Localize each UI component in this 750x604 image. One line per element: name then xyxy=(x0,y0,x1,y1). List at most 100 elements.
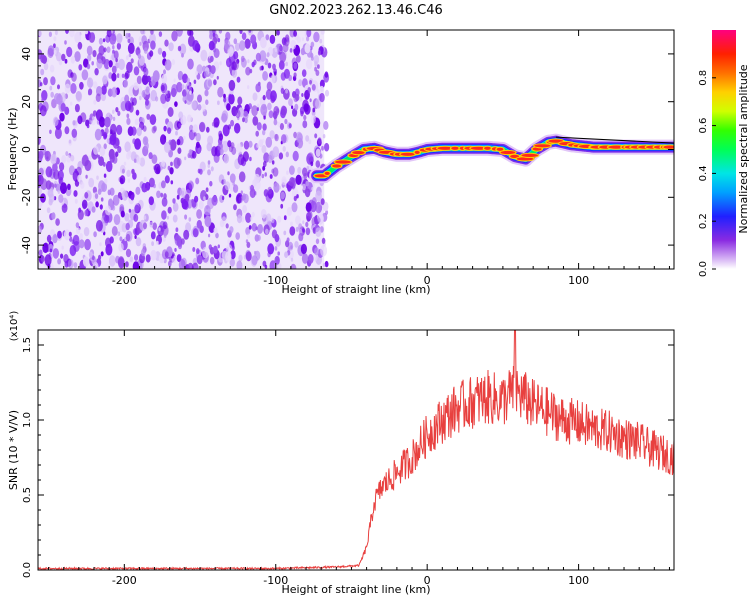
noise-blob xyxy=(41,97,44,102)
noise-blob xyxy=(96,175,99,180)
noise-blob xyxy=(132,138,136,145)
snr-line xyxy=(38,330,674,570)
noise-blob xyxy=(102,75,108,85)
noise-blob xyxy=(75,222,80,229)
noise-blob xyxy=(242,117,245,123)
noise-blob xyxy=(69,30,75,38)
noise-blob xyxy=(255,83,261,93)
noise-blob xyxy=(188,217,192,222)
noise-blob xyxy=(212,30,216,34)
noise-blob xyxy=(109,129,113,135)
noise-blob xyxy=(210,65,216,75)
spectrogram-xtick-label: 0 xyxy=(424,274,431,287)
noise-blob xyxy=(142,243,146,249)
noise-blob xyxy=(324,71,329,78)
snr-xtick-label: -200 xyxy=(112,574,137,587)
noise-blob xyxy=(113,50,119,59)
ridge-edge xyxy=(555,136,674,144)
noise-blob xyxy=(121,190,128,201)
noise-blob xyxy=(160,192,164,198)
noise-blob xyxy=(39,82,43,87)
noise-blob xyxy=(263,161,267,168)
noise-blob xyxy=(156,240,159,245)
colorbar-ticks: 0.0 0.2 0.4 0.6 0.8 xyxy=(698,70,716,277)
noise-blob xyxy=(134,235,137,239)
noise-blob xyxy=(291,202,298,213)
noise-blob xyxy=(296,194,299,199)
noise-blob xyxy=(119,164,126,174)
noise-blob xyxy=(219,61,222,66)
noise-blob xyxy=(120,210,125,218)
noise-blob xyxy=(143,215,147,220)
noise-blob xyxy=(213,227,218,234)
noise-blob xyxy=(227,124,231,130)
noise-blob xyxy=(324,142,330,152)
noise-blob xyxy=(55,183,61,192)
noise-blob xyxy=(302,220,305,225)
noise-blob xyxy=(204,215,212,228)
noise-blob xyxy=(61,245,64,250)
ridge-hotspot-core xyxy=(608,145,625,149)
noise-blob xyxy=(143,176,147,182)
noise-blob xyxy=(199,122,205,133)
colorbar-tick-label: 0.2 xyxy=(698,213,709,229)
noise-blob xyxy=(293,30,297,37)
noise-blob xyxy=(38,139,41,145)
noise-blob xyxy=(54,30,58,36)
noise-blob xyxy=(221,140,229,153)
noise-blob xyxy=(133,213,139,222)
noise-blob xyxy=(245,66,251,76)
noise-blob xyxy=(315,227,322,238)
colorbar: 0.0 0.2 0.4 0.6 0.8 Normalized spectral ampl… xyxy=(698,30,750,277)
noise-blob xyxy=(273,119,278,126)
noise-blob xyxy=(194,132,197,137)
noise-blob xyxy=(80,181,85,189)
noise-blob xyxy=(236,214,243,224)
noise-blob xyxy=(242,205,248,214)
noise-blob xyxy=(149,221,154,228)
noise-blob xyxy=(115,151,119,157)
noise-blob xyxy=(104,116,111,128)
noise-blob xyxy=(255,52,261,62)
noise-blob xyxy=(161,180,166,189)
noise-blob xyxy=(260,36,267,49)
noise-blob xyxy=(297,166,302,174)
noise-blob xyxy=(181,84,185,89)
noise-blob xyxy=(284,118,288,125)
noise-blob xyxy=(178,75,182,81)
noise-blob xyxy=(90,32,95,39)
noise-blob xyxy=(284,251,289,258)
noise-blob xyxy=(213,48,220,59)
noise-blob xyxy=(173,78,176,83)
noise-blob xyxy=(53,36,57,42)
noise-blob xyxy=(266,81,273,91)
noise-blob xyxy=(163,125,167,132)
noise-blob xyxy=(303,103,309,112)
noise-blob xyxy=(126,169,131,177)
noise-blob xyxy=(179,43,187,55)
noise-blob xyxy=(279,123,284,130)
noise-blob xyxy=(100,251,104,257)
noise-blob xyxy=(111,226,118,236)
noise-blob xyxy=(320,85,324,92)
noise-blob xyxy=(303,173,308,180)
noise-blob xyxy=(231,61,237,71)
noise-blob xyxy=(150,80,154,86)
noise-blob xyxy=(49,64,55,73)
noise-blob xyxy=(118,242,124,252)
noise-blob xyxy=(146,75,151,83)
noise-blob xyxy=(63,229,71,241)
noise-blob xyxy=(84,209,89,217)
noise-blob xyxy=(310,114,316,124)
noise-blob xyxy=(164,175,170,184)
noise-blob xyxy=(86,77,94,88)
noise-blob xyxy=(250,255,258,267)
noise-blob xyxy=(230,119,235,127)
noise-blob xyxy=(123,79,128,88)
noise-blob xyxy=(127,42,135,55)
noise-blob xyxy=(291,105,294,110)
noise-blob xyxy=(305,180,310,187)
noise-blob xyxy=(52,248,59,259)
noise-blob xyxy=(163,193,167,200)
noise-blob xyxy=(324,260,329,268)
